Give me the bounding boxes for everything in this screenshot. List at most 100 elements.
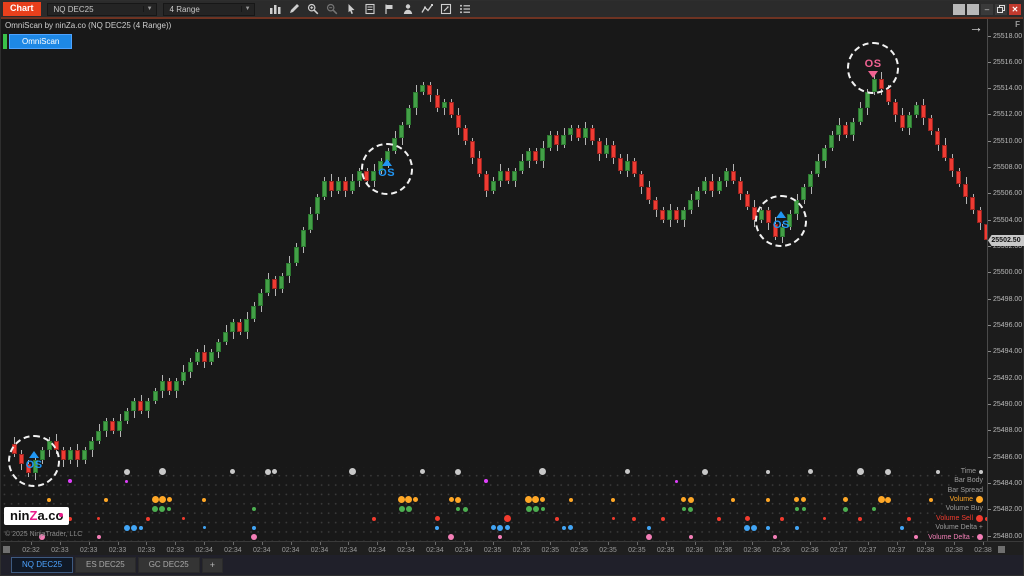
time-tick xyxy=(579,542,581,545)
scan-dot xyxy=(984,516,989,521)
scan-dot xyxy=(688,535,693,540)
candle-body xyxy=(307,213,313,231)
candle-body xyxy=(208,351,214,362)
workspace-button-2[interactable] xyxy=(967,3,979,15)
zoom-in-icon[interactable] xyxy=(307,3,319,15)
scan-dot xyxy=(611,497,616,502)
zoom-out-icon[interactable] xyxy=(326,3,338,15)
chart-tab-es-dec25[interactable]: ES DEC25 xyxy=(75,557,136,573)
price-tick: 25484.00 xyxy=(988,479,1023,487)
scan-dot xyxy=(568,497,573,502)
flag-icon[interactable] xyxy=(383,3,395,15)
time-label: 02:34 xyxy=(253,547,271,554)
scan-dot xyxy=(138,525,143,530)
time-label: 02:33 xyxy=(137,547,156,554)
scan-dot xyxy=(448,497,454,503)
candle-body xyxy=(138,401,144,411)
scan-row-label: Volume xyxy=(947,495,985,505)
candle-body xyxy=(328,180,334,191)
scan-dot xyxy=(96,535,101,540)
scan-dot xyxy=(554,516,559,521)
candle-body xyxy=(251,305,257,319)
add-tab-button[interactable]: + xyxy=(201,558,223,573)
chart-tab-bar: NQ DEC25 ES DEC25 GC DEC25 + xyxy=(1,555,1023,575)
cursor-icon[interactable] xyxy=(345,3,357,15)
candle-body xyxy=(667,210,673,221)
candle-body xyxy=(131,401,137,411)
go-to-latest-icon[interactable]: → xyxy=(969,19,983,35)
drawing-tools-icon[interactable] xyxy=(288,3,300,15)
time-label: 02:34 xyxy=(224,547,242,554)
candle-body xyxy=(117,420,123,431)
time-label: 02:35 xyxy=(628,547,646,554)
restore-button[interactable] xyxy=(995,3,1007,15)
candle-body xyxy=(892,101,898,115)
candle-body xyxy=(554,134,560,145)
candle-body xyxy=(293,246,299,263)
scan-dot xyxy=(928,497,933,502)
close-button[interactable]: ✕ xyxy=(1009,3,1021,15)
interval-value: 4 Range xyxy=(169,4,200,14)
candle-body xyxy=(230,322,236,333)
copyright-text: © 2025 NinjaTrader, LLC xyxy=(5,531,83,538)
time-tick xyxy=(406,542,408,545)
omniscan-button[interactable]: OmniScan xyxy=(9,34,73,49)
time-tick xyxy=(434,542,436,545)
candle-body xyxy=(321,180,327,198)
indicators-icon[interactable] xyxy=(420,3,433,15)
time-tick xyxy=(31,542,32,545)
chart-trader-icon[interactable] xyxy=(402,3,414,15)
time-axis[interactable]: 02:32 02:33 02:33 02:33 02:33 02:33 02:34 02:34… xyxy=(1,541,1023,557)
workspace-button-1[interactable] xyxy=(953,3,965,15)
scan-dots-panel: Time Bar Body Bar Spread Volume Volume Buy Vo… xyxy=(1,467,989,541)
candle-body xyxy=(702,180,708,191)
scan-dot xyxy=(688,506,694,512)
chart-tab-nq-dec25[interactable]: NQ DEC25 xyxy=(11,557,74,573)
time-tick xyxy=(146,542,148,545)
candle-body xyxy=(942,144,948,158)
candle-body xyxy=(505,170,510,181)
candle-body xyxy=(582,128,588,138)
snapshot-icon[interactable] xyxy=(440,3,452,15)
candle-body xyxy=(935,131,941,145)
scan-dot xyxy=(675,479,679,483)
price-tick: 25502.00 xyxy=(988,243,1023,251)
candle-body xyxy=(455,114,461,129)
properties-icon[interactable] xyxy=(459,3,471,15)
scan-dot xyxy=(371,516,376,521)
candle-body xyxy=(638,174,644,188)
scan-dot xyxy=(68,479,73,484)
candle-body xyxy=(265,279,271,293)
scan-dot xyxy=(717,516,721,521)
time-label: 02:33 xyxy=(108,547,127,554)
minimize-button[interactable]: – xyxy=(981,3,993,15)
interval-select[interactable]: 4 Range ▼ xyxy=(162,2,255,16)
candle-body xyxy=(723,170,729,181)
candle-body xyxy=(977,210,983,224)
scrollbar-handle-right[interactable] xyxy=(998,546,1005,553)
scan-dot xyxy=(540,497,546,503)
candle-body xyxy=(730,170,736,181)
candle-body xyxy=(829,134,835,148)
chart-canvas[interactable]: OmniScan by ninZa.co (NQ DEC25 (4 Range)… xyxy=(1,19,989,541)
scan-dot xyxy=(823,517,827,521)
scan-row-label: Volume Buy xyxy=(943,504,985,514)
candle-body xyxy=(540,147,546,161)
scan-dot xyxy=(123,524,130,531)
time-label: 02:34 xyxy=(397,547,415,554)
scan-dot xyxy=(202,526,206,530)
scan-dot xyxy=(532,506,539,513)
scrollbar-handle-left[interactable] xyxy=(3,546,10,553)
chart-style-icon[interactable] xyxy=(269,3,281,15)
scan-dot xyxy=(773,535,778,540)
toolbar-icons xyxy=(269,3,471,15)
candle-body xyxy=(497,170,503,181)
chart-tab-gc-dec25[interactable]: GC DEC25 xyxy=(137,557,200,573)
candle-body xyxy=(420,85,426,92)
scan-dot xyxy=(405,496,413,504)
time-label: 02:37 xyxy=(858,547,877,554)
price-tick: 25496.00 xyxy=(988,321,1023,329)
data-box-icon[interactable] xyxy=(364,3,376,15)
price-axis[interactable]: F 25518.00 25516.00 25514.00 25512.00 25510.… xyxy=(987,19,1024,541)
instrument-select[interactable]: NQ DEC25 ▼ xyxy=(46,2,157,16)
